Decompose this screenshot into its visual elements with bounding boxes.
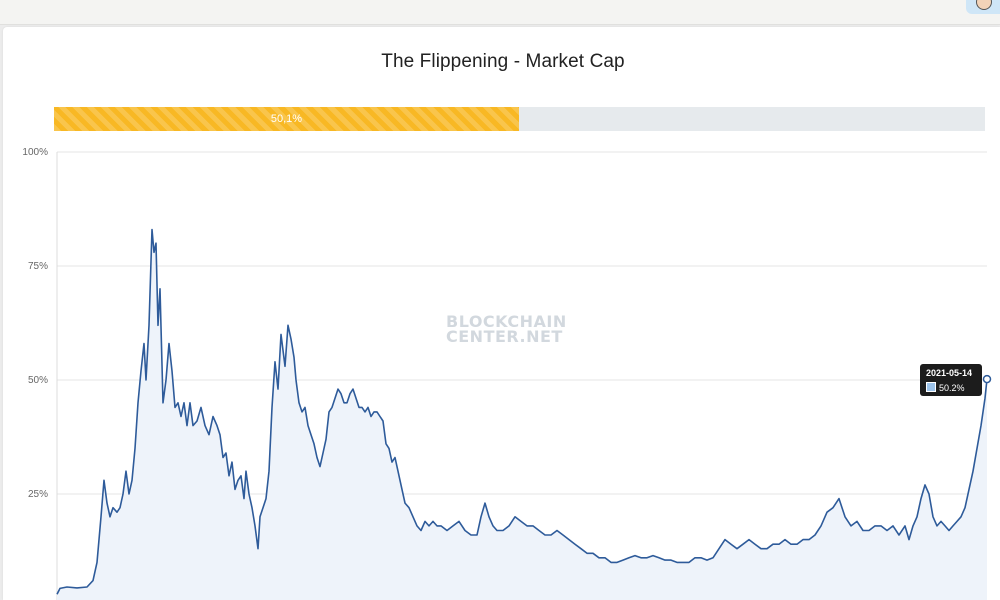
y-tick-label: 50% (28, 375, 48, 386)
user-avatar[interactable] (966, 0, 1000, 14)
tooltip-value: 50.2% (939, 383, 965, 393)
chart-title: The Flippening - Market Cap (381, 51, 625, 72)
flippening-progress-bar: 50,1% (54, 107, 985, 131)
chart-tooltip: 2021-05-14 50.2% (920, 364, 982, 396)
series-line (56, 228, 988, 595)
browser-top-bar (0, 0, 1000, 25)
watermark-logo: BLOCKCHAIN CENTER.NET (446, 312, 576, 346)
hover-point-marker (982, 374, 992, 384)
series-swatch-icon (926, 382, 936, 392)
progress-bar-fill (54, 107, 519, 131)
y-tick-label: 25% (28, 489, 48, 500)
tooltip-value-row: 50.2% (926, 382, 965, 393)
progress-bar-label: 50,1% (270, 113, 303, 125)
series-area (57, 229, 987, 600)
watermark-line-2: CENTER.NET (446, 327, 563, 346)
y-tick-label: 75% (28, 261, 48, 272)
tooltip-date: 2021-05-14 (926, 368, 973, 378)
y-tick-label: 100% (22, 147, 48, 158)
watermark-line-1: BLOCKCHAIN (446, 312, 567, 331)
